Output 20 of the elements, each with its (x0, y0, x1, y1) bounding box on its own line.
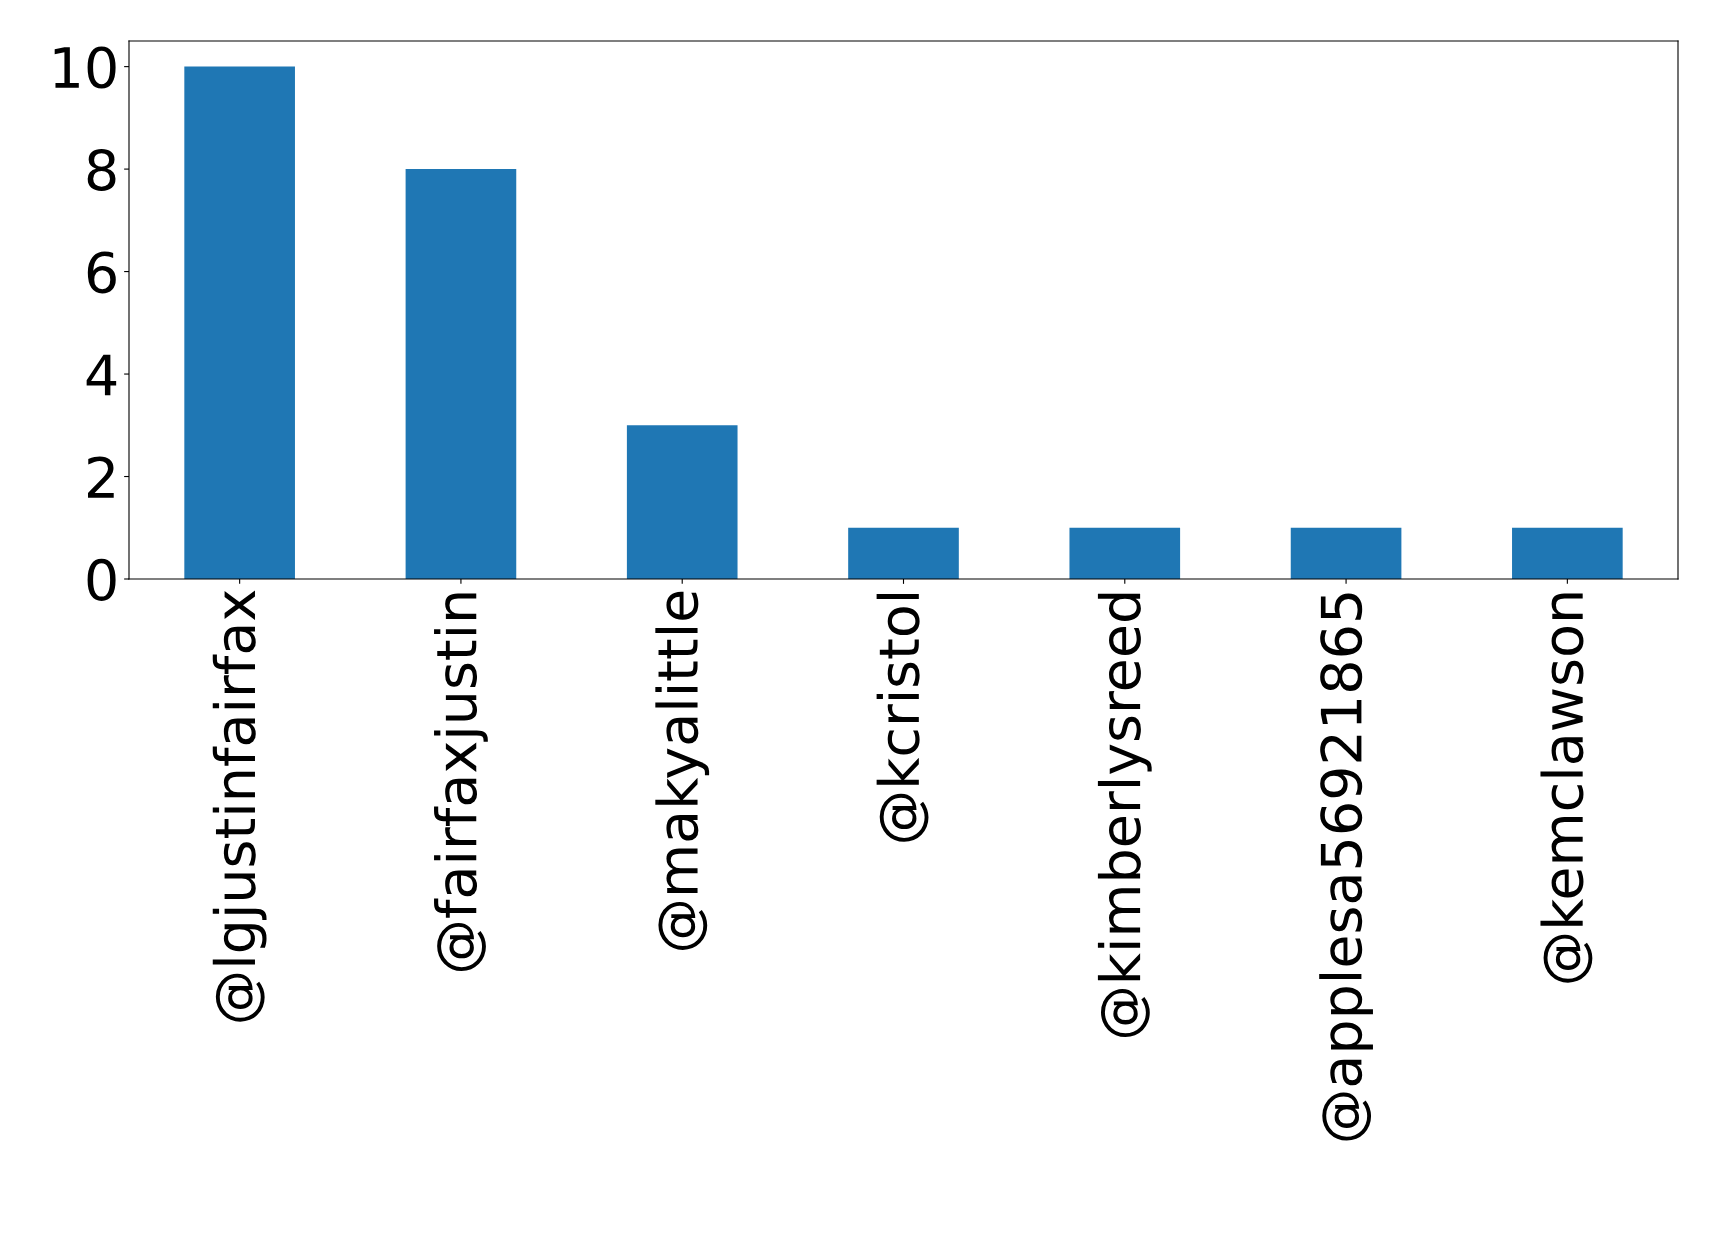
y-tick-label: 4 (86, 354, 117, 396)
x-tick-label: @lgjustinfairfax (212, 590, 267, 1022)
bar (626, 425, 738, 579)
x-tick-label: @kcristol (876, 593, 929, 842)
bar (848, 527, 959, 579)
x-tick-label: @kimberlysreed (1097, 593, 1152, 1038)
bar (405, 169, 517, 579)
y-tick-label: 0 (87, 558, 116, 601)
x-tick-label: @applesa56921865 (1319, 593, 1373, 1141)
x-tick-label: @fairfaxjustin (434, 593, 488, 971)
bar (184, 66, 295, 579)
y-tick-label: 2 (88, 456, 114, 498)
bar (1069, 527, 1181, 579)
x-tick-label: @kemclawson (1540, 593, 1593, 983)
x-tick-label: @makyalittle (655, 591, 710, 950)
y-tick-label: 10 (54, 46, 116, 89)
y-tick-label: 8 (87, 148, 116, 191)
bar (1512, 527, 1623, 579)
y-tick-label: 6 (87, 251, 116, 294)
bar (1290, 527, 1402, 579)
